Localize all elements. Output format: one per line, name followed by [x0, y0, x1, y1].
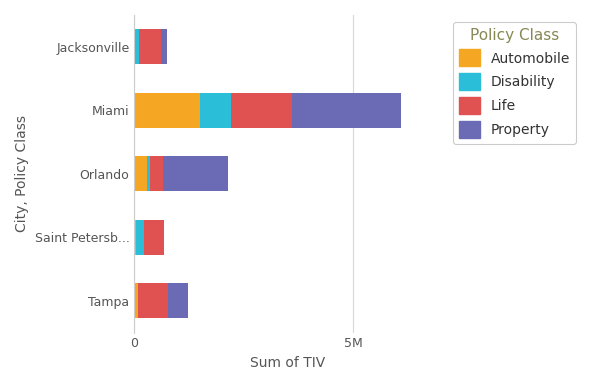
X-axis label: Sum of TIV: Sum of TIV — [249, 356, 325, 370]
Bar — [134, 156, 147, 191]
Bar — [134, 220, 137, 255]
Bar — [169, 283, 188, 318]
Bar — [230, 93, 292, 128]
Bar — [134, 29, 138, 64]
Bar — [163, 156, 228, 191]
Bar — [160, 29, 167, 64]
Bar — [138, 283, 169, 318]
Bar — [137, 220, 144, 255]
Y-axis label: City, Policy Class: City, Policy Class — [15, 115, 29, 232]
Legend: Automobile, Disability, Life, Property: Automobile, Disability, Life, Property — [453, 22, 576, 144]
Bar — [200, 93, 230, 128]
Bar — [292, 93, 401, 128]
Bar — [134, 93, 200, 128]
Bar — [138, 29, 160, 64]
Bar — [150, 156, 163, 191]
Bar — [134, 283, 138, 318]
Bar — [147, 156, 150, 191]
Bar — [144, 220, 164, 255]
